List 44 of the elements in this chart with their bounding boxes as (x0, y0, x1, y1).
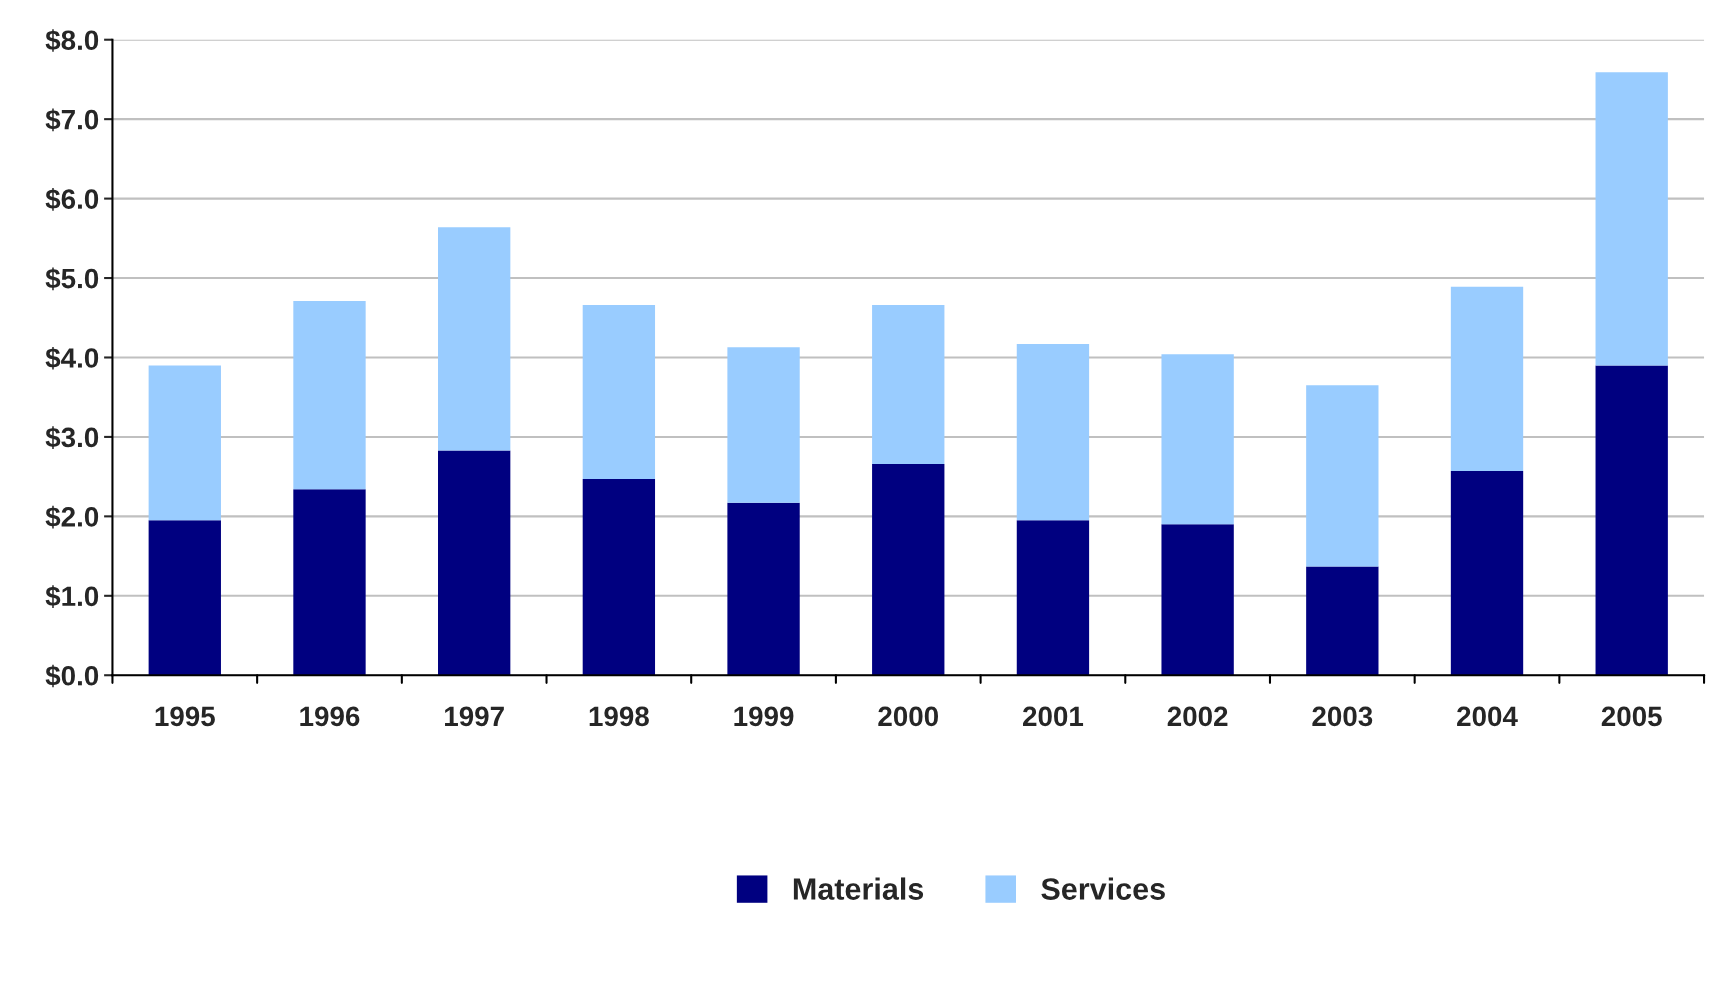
x-tick-label: 1998 (589, 706, 649, 727)
y-tick-label: $2.0 (45, 505, 99, 529)
bar (148, 365, 221, 521)
bar (1161, 524, 1234, 676)
x-tick-label: 2001 (1023, 706, 1084, 727)
bar (1161, 354, 1234, 525)
y-tick-label: $0.0 (45, 664, 99, 688)
bar (293, 489, 366, 676)
bar (1595, 365, 1668, 676)
bar (1016, 520, 1090, 676)
x-tick-label: 2005 (1601, 706, 1662, 727)
x-tick-label: 2000 (878, 706, 939, 727)
bar (438, 450, 511, 676)
bar (1450, 471, 1524, 676)
x-tick-label: 2002 (1167, 706, 1228, 727)
bar (1595, 72, 1668, 366)
x-tick-label: 2003 (1312, 706, 1373, 727)
bar (1450, 286, 1524, 472)
y-tick-label: $8.0 (45, 29, 99, 52)
bar (727, 347, 800, 503)
legend-label: Materials (793, 877, 924, 900)
bar (582, 305, 656, 480)
y-tick-label: $4.0 (45, 346, 99, 370)
bar (1306, 385, 1379, 567)
x-tick-label: 1999 (734, 706, 794, 727)
bar (148, 520, 221, 676)
bar (438, 227, 511, 451)
bar (872, 305, 945, 464)
y-tick-label: $5.0 (45, 267, 99, 291)
bar (582, 479, 656, 676)
y-tick-label: $3.0 (45, 426, 99, 450)
x-tick-label: 1996 (300, 706, 360, 727)
y-tick-label: $1.0 (45, 585, 99, 608)
x-tick-label: 1997 (445, 706, 504, 727)
x-tick-label: 2004 (1457, 706, 1518, 727)
x-tick-label: 1995 (155, 706, 215, 727)
bar (293, 301, 366, 490)
y-tick-label: $6.0 (45, 188, 99, 211)
bar (872, 463, 945, 676)
bar (727, 502, 800, 676)
bar (1016, 343, 1090, 521)
bar (1306, 566, 1379, 676)
legend-label: Services (1041, 877, 1165, 900)
y-tick-label: $7.0 (45, 108, 99, 132)
